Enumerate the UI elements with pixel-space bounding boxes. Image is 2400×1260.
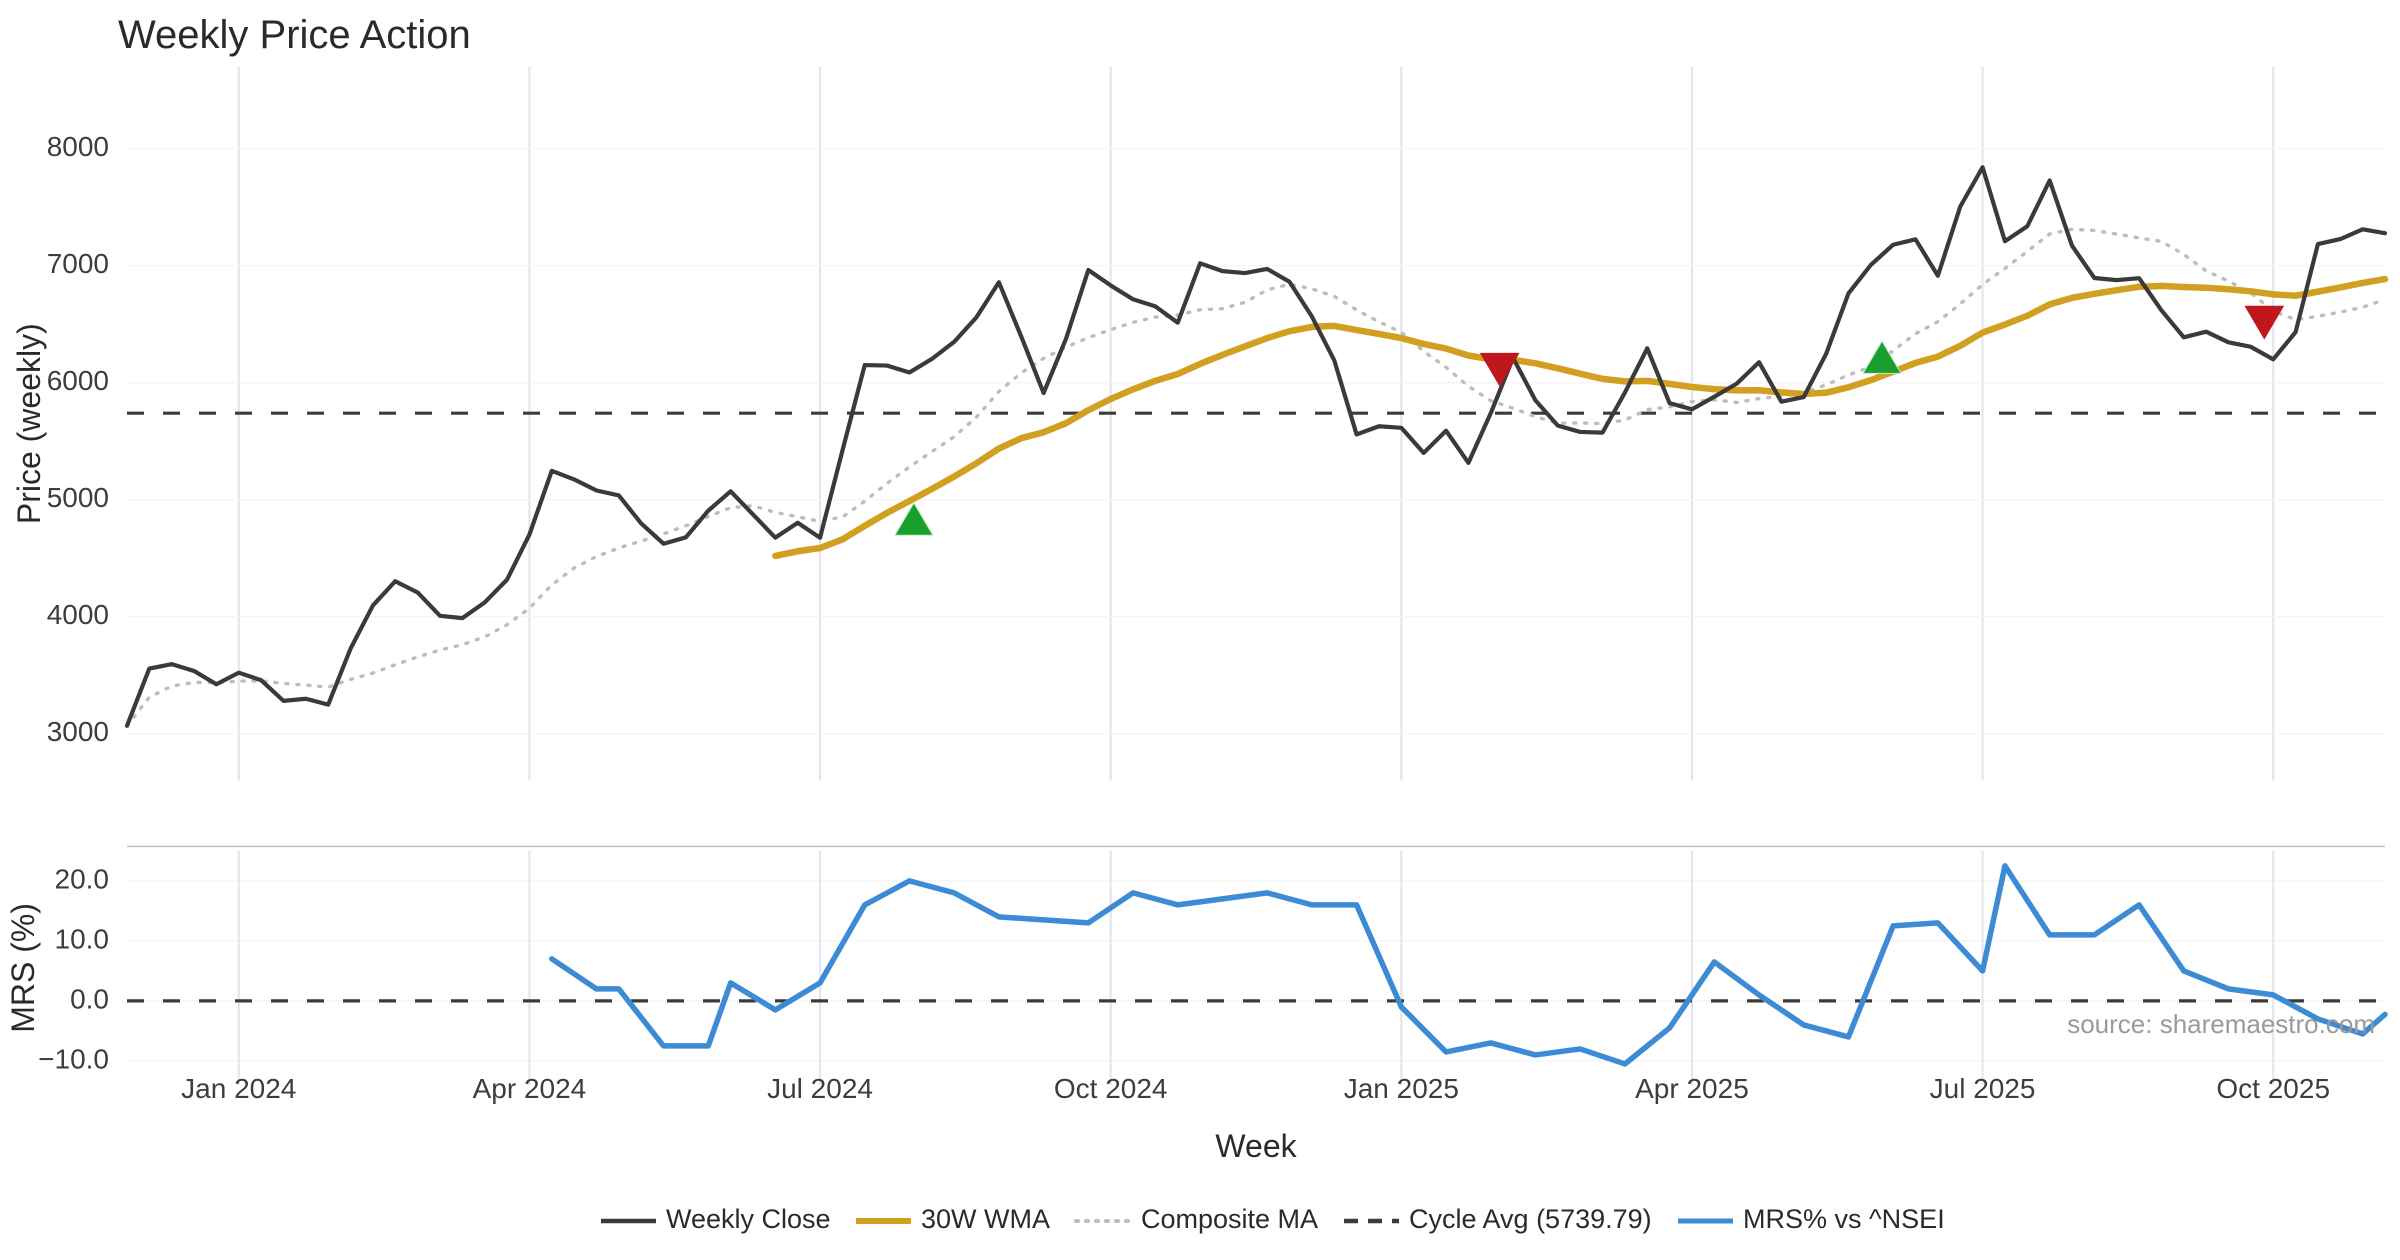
svg-text:MRS (%): MRS (%)	[5, 903, 41, 1033]
svg-text:3000: 3000	[47, 716, 109, 747]
svg-text:Oct 2025: Oct 2025	[2216, 1073, 2330, 1104]
svg-text:Jan 2025: Jan 2025	[1344, 1073, 1459, 1104]
svg-text:20.0: 20.0	[55, 863, 110, 894]
svg-text:7000: 7000	[47, 248, 109, 279]
svg-text:source: sharemaestro.com: source: sharemaestro.com	[2067, 1009, 2375, 1039]
svg-text:Cycle Avg (5739.79): Cycle Avg (5739.79)	[1409, 1204, 1652, 1234]
svg-text:Jul 2024: Jul 2024	[767, 1073, 873, 1104]
svg-text:Apr 2024: Apr 2024	[473, 1073, 587, 1104]
svg-text:Jan 2024: Jan 2024	[181, 1073, 296, 1104]
svg-text:30W WMA: 30W WMA	[921, 1204, 1050, 1234]
svg-text:Jul 2025: Jul 2025	[1930, 1073, 2036, 1104]
svg-text:5000: 5000	[47, 482, 109, 513]
svg-text:Price (weekly): Price (weekly)	[11, 323, 47, 524]
svg-text:4000: 4000	[47, 599, 109, 630]
svg-text:Weekly Close: Weekly Close	[666, 1204, 831, 1234]
svg-text:Composite MA: Composite MA	[1141, 1204, 1318, 1234]
svg-text:MRS% vs ^NSEI: MRS% vs ^NSEI	[1743, 1204, 1945, 1234]
svg-text:0.0: 0.0	[70, 983, 109, 1014]
svg-text:6000: 6000	[47, 365, 109, 396]
svg-text:−10.0: −10.0	[38, 1043, 109, 1074]
svg-text:Oct 2024: Oct 2024	[1054, 1073, 1168, 1104]
svg-text:Week: Week	[1215, 1128, 1297, 1164]
svg-text:Weekly Price Action: Weekly Price Action	[118, 13, 471, 57]
svg-text:Apr 2025: Apr 2025	[1635, 1073, 1749, 1104]
svg-text:8000: 8000	[47, 131, 109, 162]
svg-text:10.0: 10.0	[55, 923, 110, 954]
